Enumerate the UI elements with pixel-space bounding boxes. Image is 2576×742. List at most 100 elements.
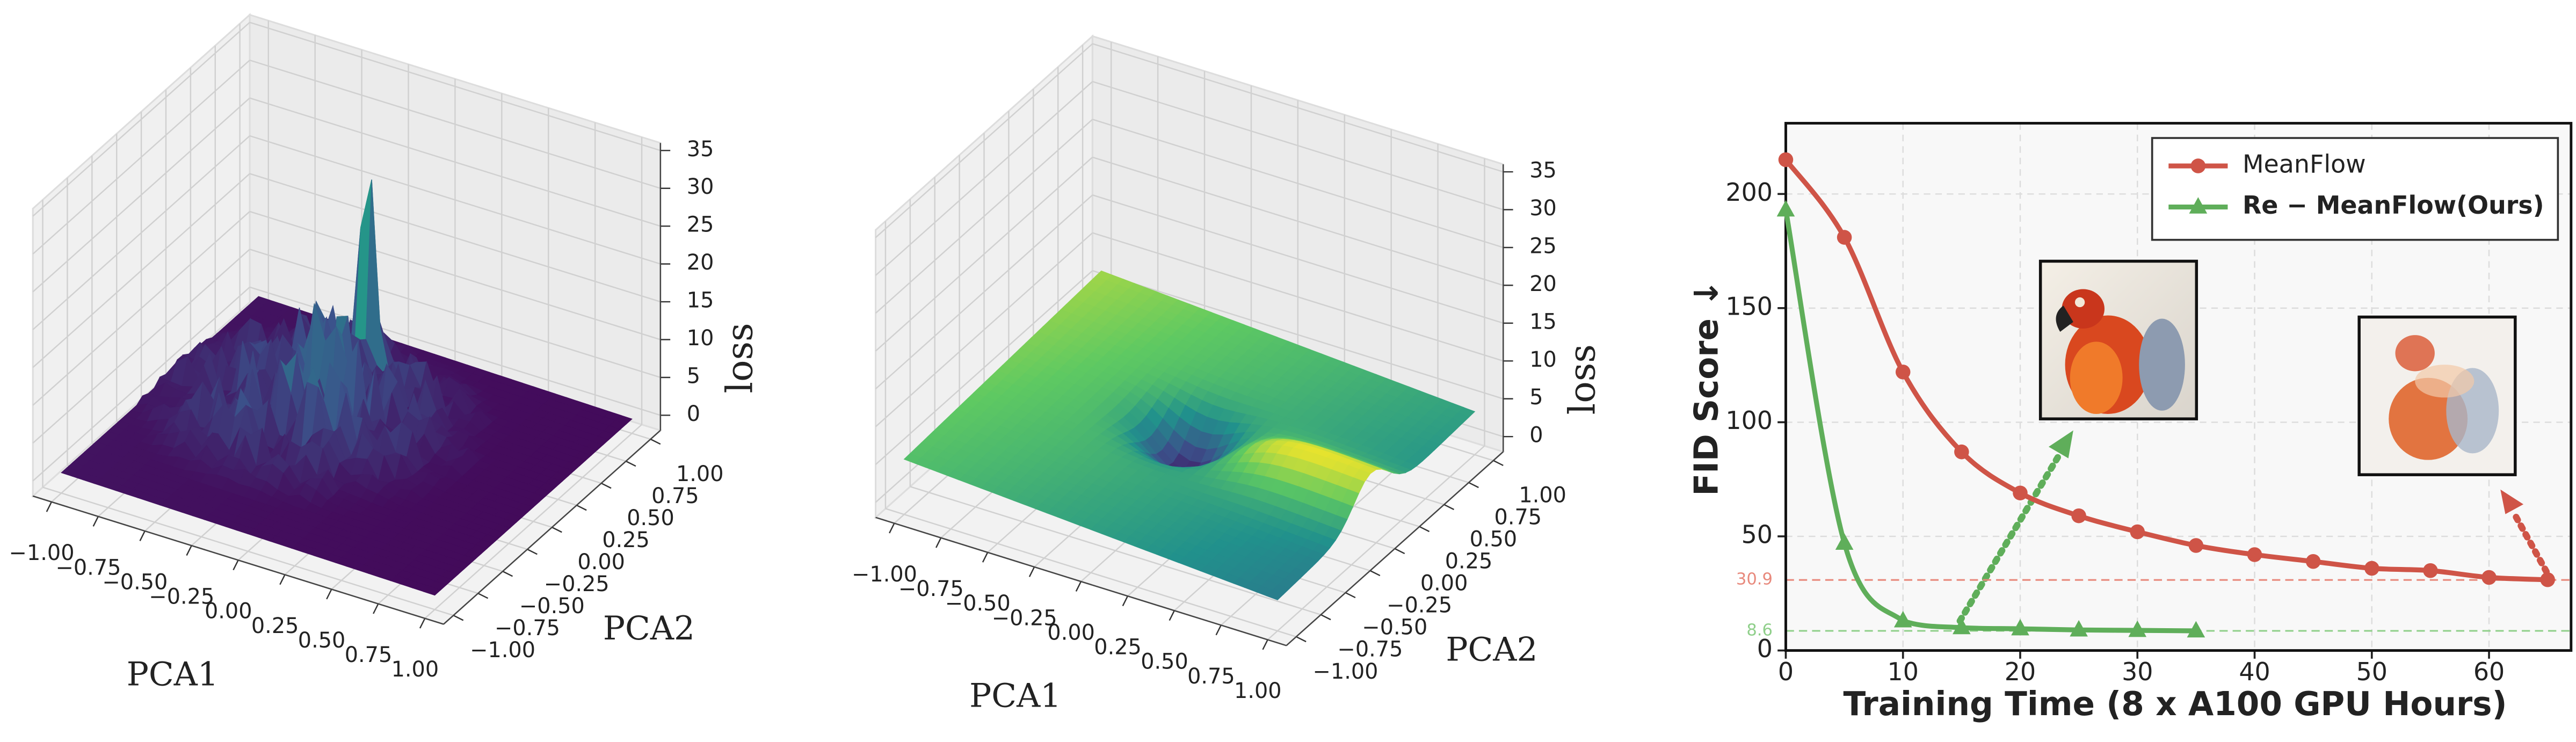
z-tick-label: 0 xyxy=(1529,423,1543,448)
marker xyxy=(2013,485,2028,500)
reference-label: 30.9 xyxy=(1736,570,1773,589)
y-tick xyxy=(1394,548,1405,555)
y-tick xyxy=(1419,526,1430,533)
y-tick-label: 0 xyxy=(1757,634,1773,663)
y-tick-label: −0.50 xyxy=(519,594,585,619)
x-tick-label: −0.75 xyxy=(56,555,121,580)
z-tick-label: 5 xyxy=(1529,385,1543,410)
legend-marker xyxy=(2190,158,2206,173)
marker xyxy=(2247,547,2262,562)
y-tick xyxy=(552,526,562,533)
x-tick-label: −1.00 xyxy=(852,562,917,587)
y-tick-label: 0.00 xyxy=(577,550,625,574)
x-tick-label: 0.00 xyxy=(1047,620,1095,645)
grid-line xyxy=(875,156,1093,352)
legend-box xyxy=(2151,137,2559,241)
y-tick-label: 0.25 xyxy=(602,528,650,552)
x-tick-label: 50 xyxy=(2356,657,2388,686)
grid-line xyxy=(875,270,1093,465)
legend: MeanFlow Re − MeanFlow(Ours) xyxy=(2151,137,2559,241)
y-tick-label: −0.50 xyxy=(1362,615,1427,640)
y-tick-label: −0.25 xyxy=(544,572,609,596)
surface xyxy=(903,270,1476,601)
x-tick-label: 0.50 xyxy=(298,628,346,653)
z-tick-label: 10 xyxy=(1529,347,1557,372)
marker xyxy=(2128,620,2147,637)
grid-line xyxy=(32,97,250,293)
grid-line xyxy=(1092,156,1504,286)
grid-line xyxy=(249,135,661,265)
grid-line xyxy=(1092,43,1504,173)
z-tick-label: 20 xyxy=(1529,272,1557,296)
y-tick xyxy=(527,549,538,555)
y-tick-label: −0.25 xyxy=(1387,593,1452,618)
x-tick-label: −0.50 xyxy=(945,591,1011,616)
grid-line xyxy=(42,486,454,616)
marker xyxy=(2187,621,2205,638)
x-tick-label: −0.50 xyxy=(102,570,168,594)
marker xyxy=(1895,365,1911,380)
marker xyxy=(2070,620,2088,637)
x-tick-label: 0.25 xyxy=(1094,635,1142,660)
x-tick-label: 0.75 xyxy=(1187,664,1235,689)
z-tick-label: 25 xyxy=(1529,234,1557,258)
grid-line xyxy=(875,119,1093,314)
marker xyxy=(1835,533,1854,550)
x-axis-label: Training Time (8 x A100 GPU Hours) xyxy=(1844,685,2507,723)
y-tick-label: 1.00 xyxy=(1519,483,1566,508)
grid-line xyxy=(1092,81,1504,210)
reference-label: 8.6 xyxy=(1746,621,1773,639)
y-tick-label: 0.25 xyxy=(1445,549,1493,574)
marker xyxy=(1778,152,1794,168)
y-tick-label: 50 xyxy=(1741,520,1773,549)
y-tick-label: 0.00 xyxy=(1420,571,1468,596)
grid-line xyxy=(1092,232,1504,362)
grid-line xyxy=(249,210,661,340)
y-tick-label: 0.75 xyxy=(1494,505,1542,530)
x-tick xyxy=(419,618,426,629)
y-axis xyxy=(1286,451,1504,646)
x-tick-label: −1.00 xyxy=(9,541,75,565)
y-tick xyxy=(453,615,464,621)
x-tick-label: 40 xyxy=(2239,657,2270,686)
y-axis-label: FID Score ↓ xyxy=(1687,279,1725,496)
z-tick-label: 0 xyxy=(687,402,700,426)
z-tick-label: 35 xyxy=(687,137,714,162)
x-tick xyxy=(92,516,99,527)
x-tick-label: 0.50 xyxy=(1141,650,1188,674)
marker xyxy=(1837,230,1852,245)
y-tick-label: 0.50 xyxy=(1470,527,1518,552)
y-tick-label: −1.00 xyxy=(1313,659,1378,684)
x-tick xyxy=(279,574,286,585)
x-tick-label: 60 xyxy=(2473,657,2505,686)
thumbnail-late xyxy=(2357,315,2517,476)
legend-label: Re − MeanFlow(Ours) xyxy=(2243,191,2544,220)
y-tick xyxy=(1443,504,1455,511)
x-tick xyxy=(1169,610,1175,621)
x-tick-label: 0.00 xyxy=(205,599,252,624)
y-tick-label: 150 xyxy=(1725,292,1773,321)
x-axis xyxy=(32,495,444,625)
arrows xyxy=(1956,430,2550,624)
surface-patch xyxy=(423,586,441,596)
x-tick-label: 1.00 xyxy=(1234,679,1282,703)
z-axis-label: loss xyxy=(719,323,760,393)
y-axis xyxy=(443,430,661,625)
x-axis xyxy=(875,517,1287,646)
grid-layer xyxy=(31,13,2571,651)
grid-line xyxy=(875,232,1093,427)
chart-layer: −1.00−0.75−0.50−0.250.000.250.500.751.00… xyxy=(9,122,2573,723)
y-tick-label: −0.75 xyxy=(495,616,560,641)
marker xyxy=(2071,508,2086,523)
marker xyxy=(2481,570,2497,585)
z-tick-label: 35 xyxy=(1529,158,1557,183)
axes-frame xyxy=(1784,122,2573,652)
grid-line xyxy=(32,286,250,482)
y-axis-label: PCA2 xyxy=(603,609,695,648)
y-tick xyxy=(1493,460,1504,467)
x-tick xyxy=(1262,639,1268,650)
grid-line xyxy=(249,59,661,189)
grid-line xyxy=(1092,119,1504,249)
y-tick-label: −0.75 xyxy=(1338,637,1403,662)
